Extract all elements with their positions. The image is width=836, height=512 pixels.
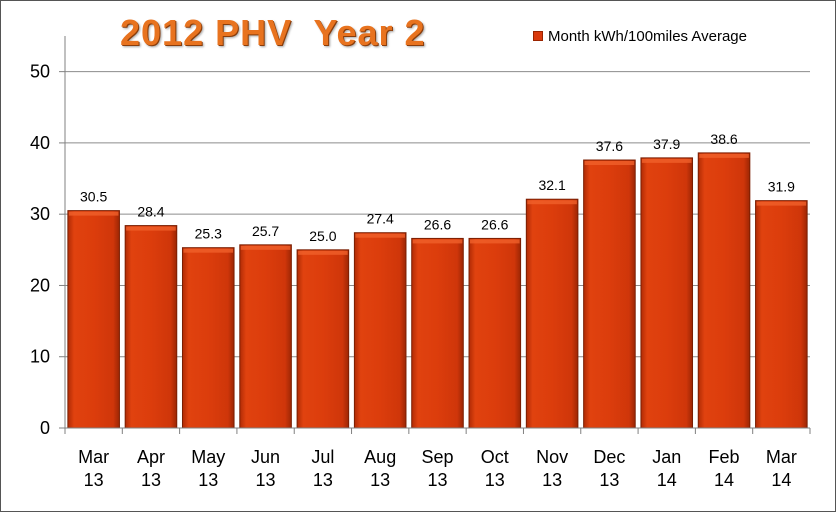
- x-tick-label-month: Feb: [709, 447, 740, 467]
- x-tick-label-year: 14: [714, 470, 734, 490]
- y-tick-label: 40: [30, 133, 50, 153]
- y-tick-label: 30: [30, 204, 50, 224]
- bar: [296, 249, 350, 429]
- data-label: 25.7: [252, 223, 279, 239]
- data-label: 27.4: [367, 211, 394, 227]
- bar-highlight: [355, 233, 405, 238]
- x-tick-label-year: 13: [542, 470, 562, 490]
- x-tick-label-year: 13: [370, 470, 390, 490]
- data-label: 25.0: [309, 228, 336, 244]
- x-tick-label-year: 13: [485, 470, 505, 490]
- x-tick-label-month: Apr: [137, 447, 165, 467]
- bar-highlight: [527, 200, 577, 205]
- x-tick-label-month: Jun: [251, 447, 280, 467]
- bar-highlight: [68, 211, 119, 216]
- x-tick-label-month: May: [191, 447, 225, 467]
- bar: [353, 232, 407, 429]
- bar-highlight: [126, 226, 176, 231]
- x-tick-label-year: 13: [599, 470, 619, 490]
- bar-highlight: [298, 250, 348, 255]
- x-tick-label-month: Jan: [652, 447, 681, 467]
- chart-title: 2012 PHV Year 2: [120, 12, 426, 53]
- bar-highlight: [641, 158, 692, 163]
- x-tick-label-month: Oct: [481, 447, 509, 467]
- x-tick-label-year: 13: [198, 470, 218, 490]
- bar-highlight: [756, 201, 807, 206]
- bar: [640, 157, 694, 429]
- legend: Month kWh/100miles Average: [533, 26, 747, 46]
- bar-highlight: [183, 248, 234, 253]
- bar: [697, 152, 751, 429]
- x-tick-label-month: Mar: [766, 447, 797, 467]
- y-tick-label: 10: [30, 347, 50, 367]
- bar: [468, 237, 522, 429]
- data-label: 37.6: [596, 138, 623, 154]
- bar-highlight: [470, 239, 520, 244]
- x-tick-label-year: 13: [427, 470, 447, 490]
- y-tick-label: 20: [30, 275, 50, 295]
- x-tick-label-year: 13: [84, 470, 104, 490]
- bar: [411, 237, 464, 429]
- x-tick-label-year: 13: [256, 470, 276, 490]
- x-tick-label-year: 14: [657, 470, 677, 490]
- bar: [755, 200, 808, 429]
- y-tick-label: 0: [40, 418, 50, 438]
- bar: [67, 210, 120, 429]
- data-label: 25.3: [195, 226, 222, 242]
- x-tick-label-year: 14: [771, 470, 791, 490]
- x-tick-label-month: Mar: [78, 447, 109, 467]
- data-label: 28.4: [137, 204, 164, 220]
- x-tick-label-month: Jul: [311, 447, 334, 467]
- data-label: 26.6: [481, 216, 508, 232]
- x-tick-label-year: 13: [141, 470, 161, 490]
- bar-highlight: [699, 153, 749, 158]
- bar: [525, 198, 579, 429]
- data-label: 30.5: [80, 189, 107, 205]
- bar-highlight: [584, 161, 635, 166]
- data-label: 32.1: [538, 177, 565, 193]
- legend-label: Month kWh/100miles Average: [548, 27, 747, 45]
- x-tick-label-month: Nov: [536, 447, 568, 467]
- bar-highlight: [412, 239, 463, 244]
- x-tick-label-year: 13: [313, 470, 333, 490]
- legend-swatch: [533, 31, 543, 41]
- bar: [239, 244, 292, 429]
- data-label: 37.9: [653, 136, 680, 152]
- x-tick-label-month: Dec: [593, 447, 625, 467]
- y-tick-label: 50: [30, 62, 50, 82]
- x-tick-label-month: Aug: [364, 447, 396, 467]
- data-label: 31.9: [768, 179, 795, 195]
- bar-highlight: [240, 245, 291, 250]
- data-label: 26.6: [424, 216, 451, 232]
- x-tick-label-month: Sep: [421, 447, 453, 467]
- bar: [124, 225, 178, 429]
- bar: [583, 159, 636, 429]
- bar: [181, 247, 235, 429]
- data-label: 38.6: [710, 131, 737, 147]
